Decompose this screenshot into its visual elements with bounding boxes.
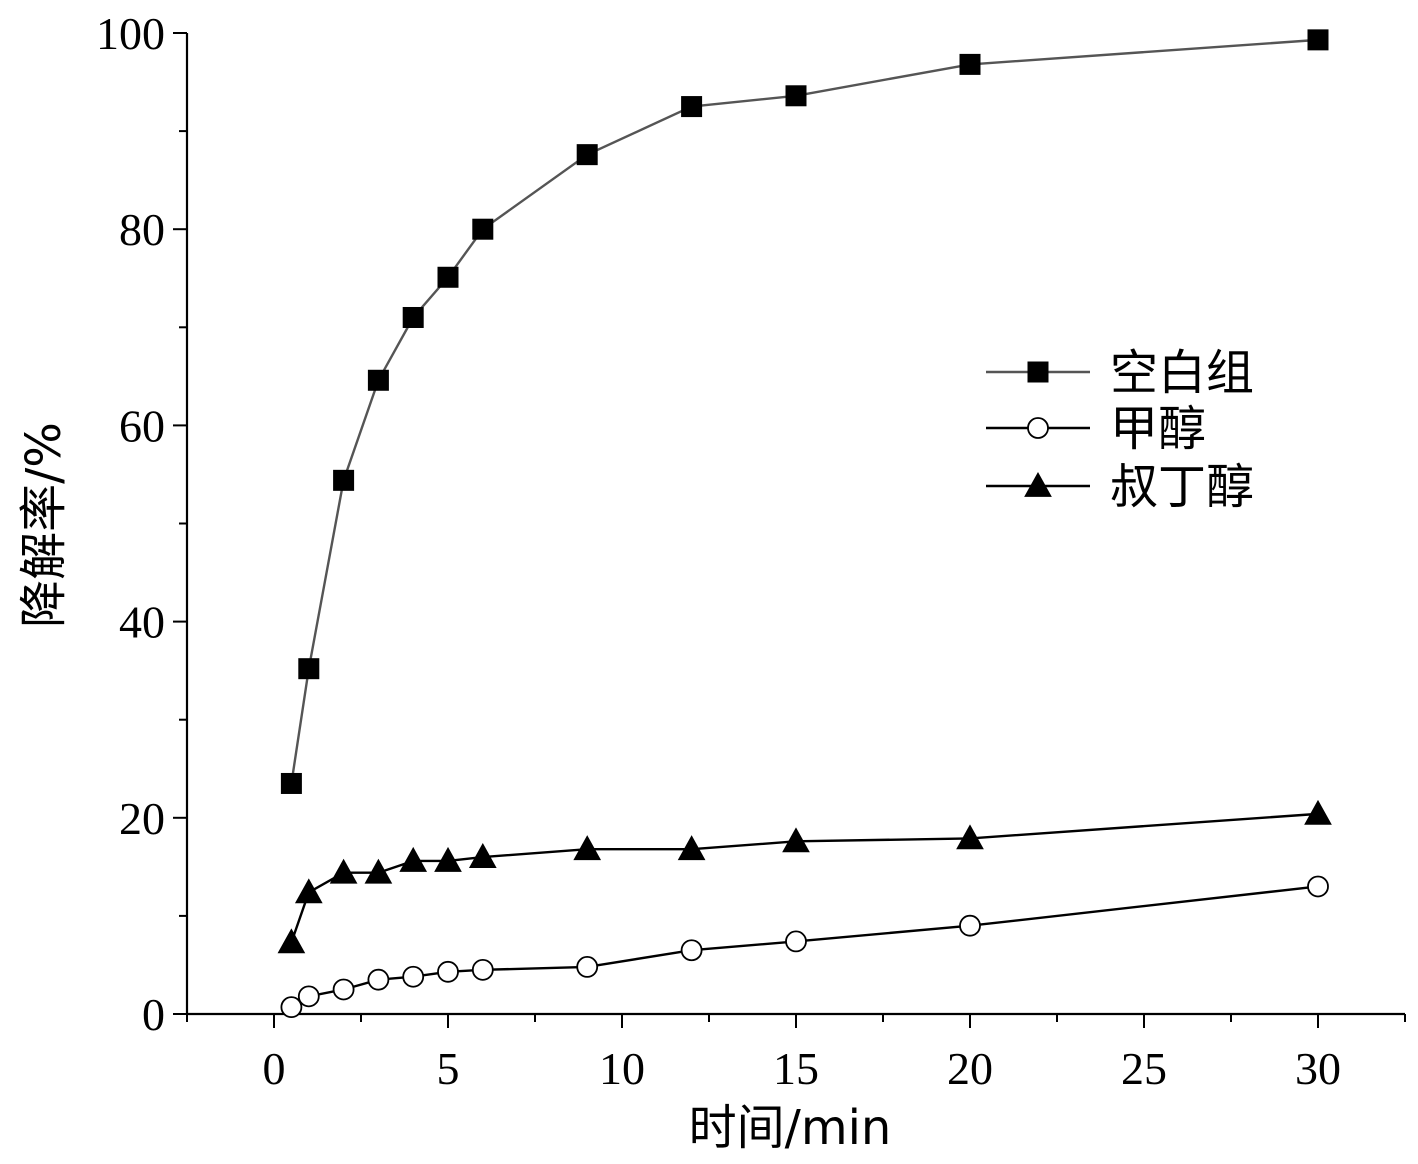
series-2-point	[280, 996, 303, 1019]
x-tick-label: 20	[947, 1043, 993, 1094]
series-3-point	[782, 827, 810, 853]
series-1-point	[959, 53, 981, 75]
series-3-point	[677, 835, 706, 861]
series-1-line	[290, 38, 1319, 784]
series-2-point	[1307, 875, 1329, 898]
plot-area	[277, 29, 1332, 1019]
x-tick-label: 15	[773, 1043, 819, 1094]
series-2-point	[576, 956, 599, 978]
y-axis-title: 降解率/%	[16, 422, 72, 628]
legend-label: 空白组	[1110, 345, 1254, 401]
series-1	[280, 29, 1329, 794]
x-tick-label: 30	[1295, 1043, 1341, 1094]
legend-marker	[1027, 417, 1049, 439]
series-3-point	[399, 846, 428, 872]
series-3-point	[1304, 799, 1332, 825]
legend-item-1: 空白组	[986, 345, 1254, 401]
axes: 0 20 40 60 80 100 0 5 10 15 20 25 30	[96, 8, 1406, 1094]
x-tick-label: 10	[599, 1043, 645, 1094]
series-3-point	[329, 858, 358, 884]
x-tick-label: 0	[263, 1043, 286, 1094]
series-1-point	[681, 96, 703, 118]
series-1-point	[576, 144, 598, 166]
series-1-point	[280, 772, 302, 794]
series-2-point	[785, 930, 807, 953]
series-2-point	[367, 968, 390, 991]
series-2-point	[297, 985, 320, 1008]
y-tick-label: 60	[119, 400, 165, 451]
series-2-point	[680, 939, 703, 962]
series-3-point	[294, 878, 323, 904]
series-2-point	[332, 978, 355, 1001]
series-1-point	[785, 85, 807, 107]
y-tick-label: 80	[119, 204, 165, 255]
legend-item-2: 甲醇	[986, 401, 1206, 457]
legend-marker	[1024, 471, 1052, 497]
y-tick-label: 0	[142, 989, 165, 1040]
series-3-line	[290, 812, 1319, 943]
series-2-point	[437, 960, 459, 983]
series-3-point	[277, 928, 306, 954]
series-2-point	[959, 914, 981, 937]
series-3-point	[468, 843, 497, 868]
x-axis-title: 时间/min	[689, 1100, 892, 1156]
series-2-point	[402, 965, 425, 988]
series-3-point	[573, 835, 602, 861]
series-3-point	[434, 846, 462, 872]
series-1-point	[333, 469, 355, 491]
series-2-point	[471, 958, 494, 981]
legend-label: 叔丁醇	[1110, 459, 1254, 515]
series-1-point	[1307, 29, 1329, 51]
y-tick-label: 20	[119, 793, 165, 844]
x-tick-label: 25	[1121, 1043, 1167, 1094]
series-1-point	[367, 369, 389, 391]
series-1-point	[402, 306, 424, 328]
legend-marker	[1027, 361, 1049, 383]
series-1-point	[437, 266, 459, 288]
legend-item-3: 叔丁醇	[986, 459, 1254, 515]
series-1-point	[298, 658, 320, 680]
series-2	[280, 875, 1329, 1019]
y-tick-label: 100	[96, 8, 165, 59]
series-3-point	[956, 824, 984, 850]
series-3-point	[364, 858, 393, 884]
series-3	[277, 799, 1332, 954]
legend-label: 甲醇	[1110, 401, 1206, 457]
x-tick-label: 5	[437, 1043, 460, 1094]
series-1-point	[472, 218, 494, 240]
y-tick-label: 40	[119, 597, 165, 648]
